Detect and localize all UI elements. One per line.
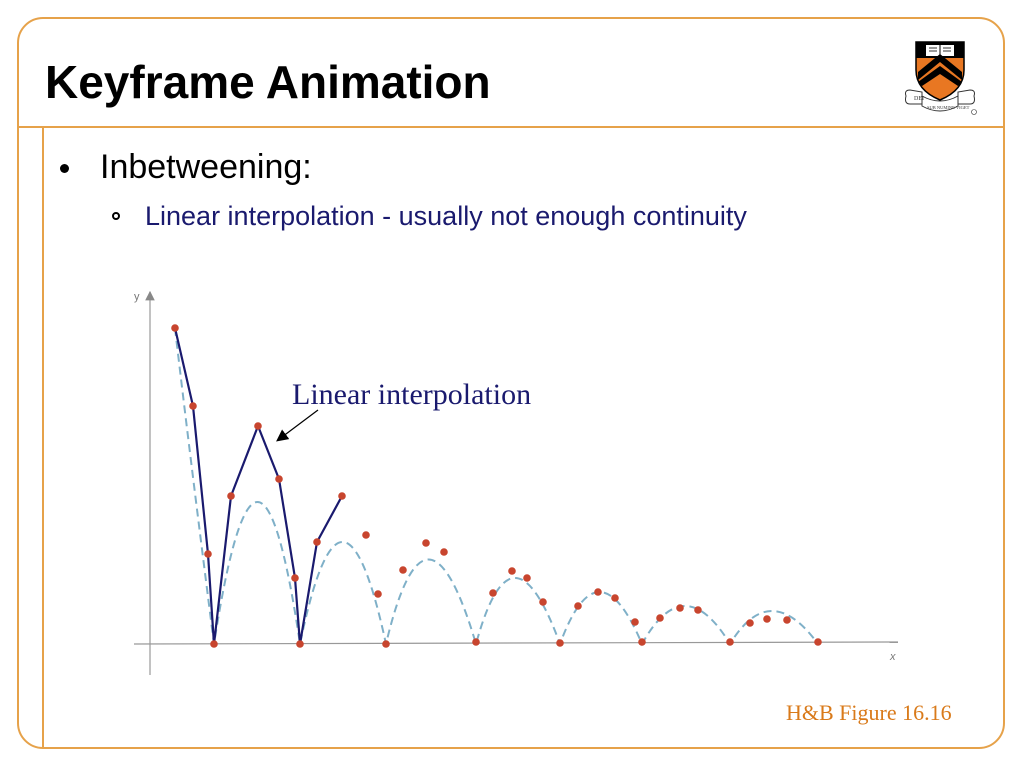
smooth-bounce-curve bbox=[174, 327, 819, 648]
keyframe-point bbox=[611, 594, 619, 602]
keyframe-point bbox=[296, 640, 304, 648]
bullet-dot-icon bbox=[60, 164, 69, 173]
keyframe-point bbox=[472, 638, 480, 646]
keyframe-points bbox=[171, 324, 822, 648]
keyframe-point bbox=[171, 324, 179, 332]
sub-bullet-text: Linear interpolation - usually not enoug… bbox=[145, 201, 747, 231]
keyframe-point bbox=[399, 566, 407, 574]
y-axis-label: y bbox=[134, 291, 140, 303]
keyframe-point bbox=[783, 616, 791, 624]
keyframe-point bbox=[254, 422, 262, 430]
keyframe-point bbox=[523, 574, 531, 582]
keyframe-point bbox=[189, 402, 197, 410]
title-divider bbox=[17, 126, 1005, 128]
keyframe-point bbox=[594, 588, 602, 596]
slide-frame bbox=[17, 17, 1005, 749]
keyframe-point bbox=[631, 618, 639, 626]
keyframe-point bbox=[374, 590, 382, 598]
keyframe-point bbox=[489, 589, 497, 597]
keyframe-point bbox=[440, 548, 448, 556]
keyframe-point bbox=[539, 598, 547, 606]
keyframe-point bbox=[638, 638, 646, 646]
keyframe-point bbox=[313, 538, 321, 546]
linear-interpolation-line bbox=[173, 327, 343, 645]
bouncing-ball-figure: y x bbox=[133, 290, 899, 675]
keyframe-point bbox=[763, 615, 771, 623]
keyframe-point bbox=[338, 492, 346, 500]
keyframe-point bbox=[694, 606, 702, 614]
keyframe-point bbox=[574, 602, 582, 610]
x-axis-label: x bbox=[889, 651, 896, 663]
keyframe-point bbox=[814, 638, 822, 646]
keyframe-point bbox=[227, 492, 235, 500]
keyframe-point bbox=[746, 619, 754, 627]
linear-interpolation-annotation: Linear interpolation bbox=[292, 378, 531, 411]
keyframe-point bbox=[656, 614, 664, 622]
keyframe-point bbox=[275, 475, 283, 483]
keyframe-point bbox=[508, 567, 516, 575]
logo-motto-right: SUB NUMINE VIGET bbox=[927, 105, 970, 110]
annotation-arrow bbox=[276, 409, 319, 442]
logo-motto-left: DEI bbox=[914, 96, 924, 102]
princeton-shield-icon: DEI SUB NUMINE VIGET bbox=[905, 41, 977, 115]
sub-bullet-ring-icon bbox=[112, 212, 120, 220]
keyframe-point bbox=[382, 640, 390, 648]
side-divider bbox=[42, 127, 44, 748]
keyframe-point bbox=[676, 604, 684, 612]
keyframe-point bbox=[422, 539, 430, 547]
slide-title: Keyframe Animation bbox=[45, 56, 491, 108]
bullet-text: Inbetweening: bbox=[100, 148, 312, 186]
keyframe-point bbox=[204, 550, 212, 558]
keyframe-point bbox=[362, 531, 370, 539]
x-axis bbox=[133, 641, 899, 645]
keyframe-point bbox=[291, 574, 299, 582]
figure-caption: H&B Figure 16.16 bbox=[786, 700, 952, 725]
keyframe-point bbox=[210, 640, 218, 648]
keyframe-point bbox=[556, 639, 564, 647]
keyframe-point bbox=[726, 638, 734, 646]
